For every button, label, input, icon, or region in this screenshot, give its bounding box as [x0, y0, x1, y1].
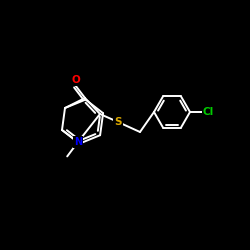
- Text: N: N: [74, 137, 82, 147]
- Text: O: O: [72, 75, 80, 85]
- Text: Cl: Cl: [202, 107, 213, 117]
- Text: S: S: [114, 117, 122, 127]
